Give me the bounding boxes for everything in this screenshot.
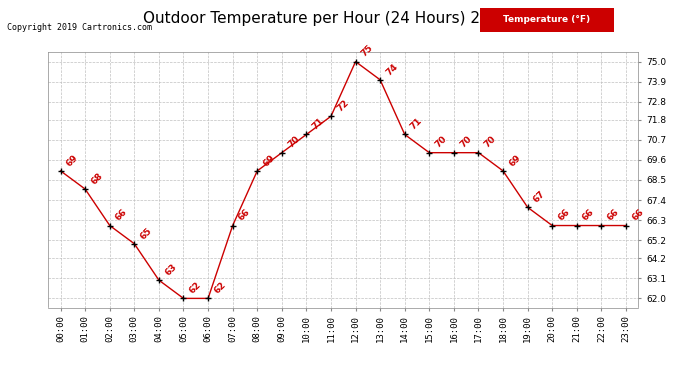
Text: 66: 66 bbox=[556, 207, 571, 223]
Text: 70: 70 bbox=[458, 135, 473, 150]
Text: 69: 69 bbox=[262, 153, 277, 168]
Text: 65: 65 bbox=[139, 226, 154, 241]
Text: 62: 62 bbox=[188, 280, 203, 296]
Text: 69: 69 bbox=[65, 153, 80, 168]
Text: 66: 66 bbox=[237, 207, 252, 223]
Text: Temperature (°F): Temperature (°F) bbox=[503, 15, 591, 24]
Text: 66: 66 bbox=[114, 207, 129, 223]
Text: 75: 75 bbox=[359, 44, 375, 59]
Text: 66: 66 bbox=[581, 207, 596, 223]
Text: 71: 71 bbox=[310, 116, 326, 132]
Text: Copyright 2019 Cartronics.com: Copyright 2019 Cartronics.com bbox=[7, 22, 152, 32]
Text: 71: 71 bbox=[409, 116, 424, 132]
Text: 74: 74 bbox=[384, 62, 400, 77]
Text: 70: 70 bbox=[433, 135, 448, 150]
Text: 66: 66 bbox=[606, 207, 621, 223]
Text: 67: 67 bbox=[532, 189, 547, 204]
Text: 72: 72 bbox=[335, 98, 351, 114]
Text: 70: 70 bbox=[286, 135, 302, 150]
Text: Outdoor Temperature per Hour (24 Hours) 20190822: Outdoor Temperature per Hour (24 Hours) … bbox=[143, 11, 547, 26]
Text: 69: 69 bbox=[507, 153, 522, 168]
Text: 66: 66 bbox=[630, 207, 645, 223]
Text: 68: 68 bbox=[89, 171, 105, 186]
Text: 63: 63 bbox=[163, 262, 178, 278]
Text: 70: 70 bbox=[482, 135, 498, 150]
Text: 62: 62 bbox=[213, 280, 228, 296]
